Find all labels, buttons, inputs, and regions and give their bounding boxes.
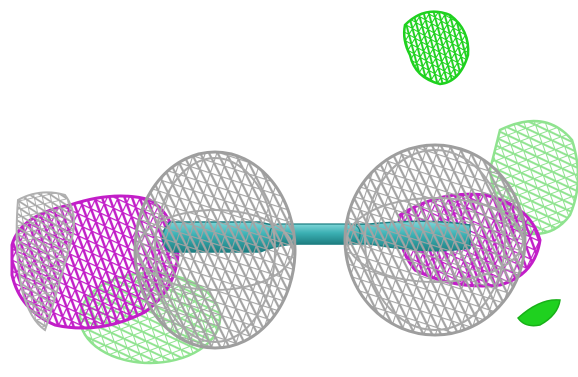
grey-mesh-wisp-left — [15, 191, 75, 332]
grey-mesh-sphere-left — [133, 150, 297, 350]
grey-mesh-sphere-right — [343, 143, 527, 337]
bright-green-mesh-fragment-right — [517, 299, 561, 327]
bright-green-mesh-lobe-top — [402, 10, 470, 86]
